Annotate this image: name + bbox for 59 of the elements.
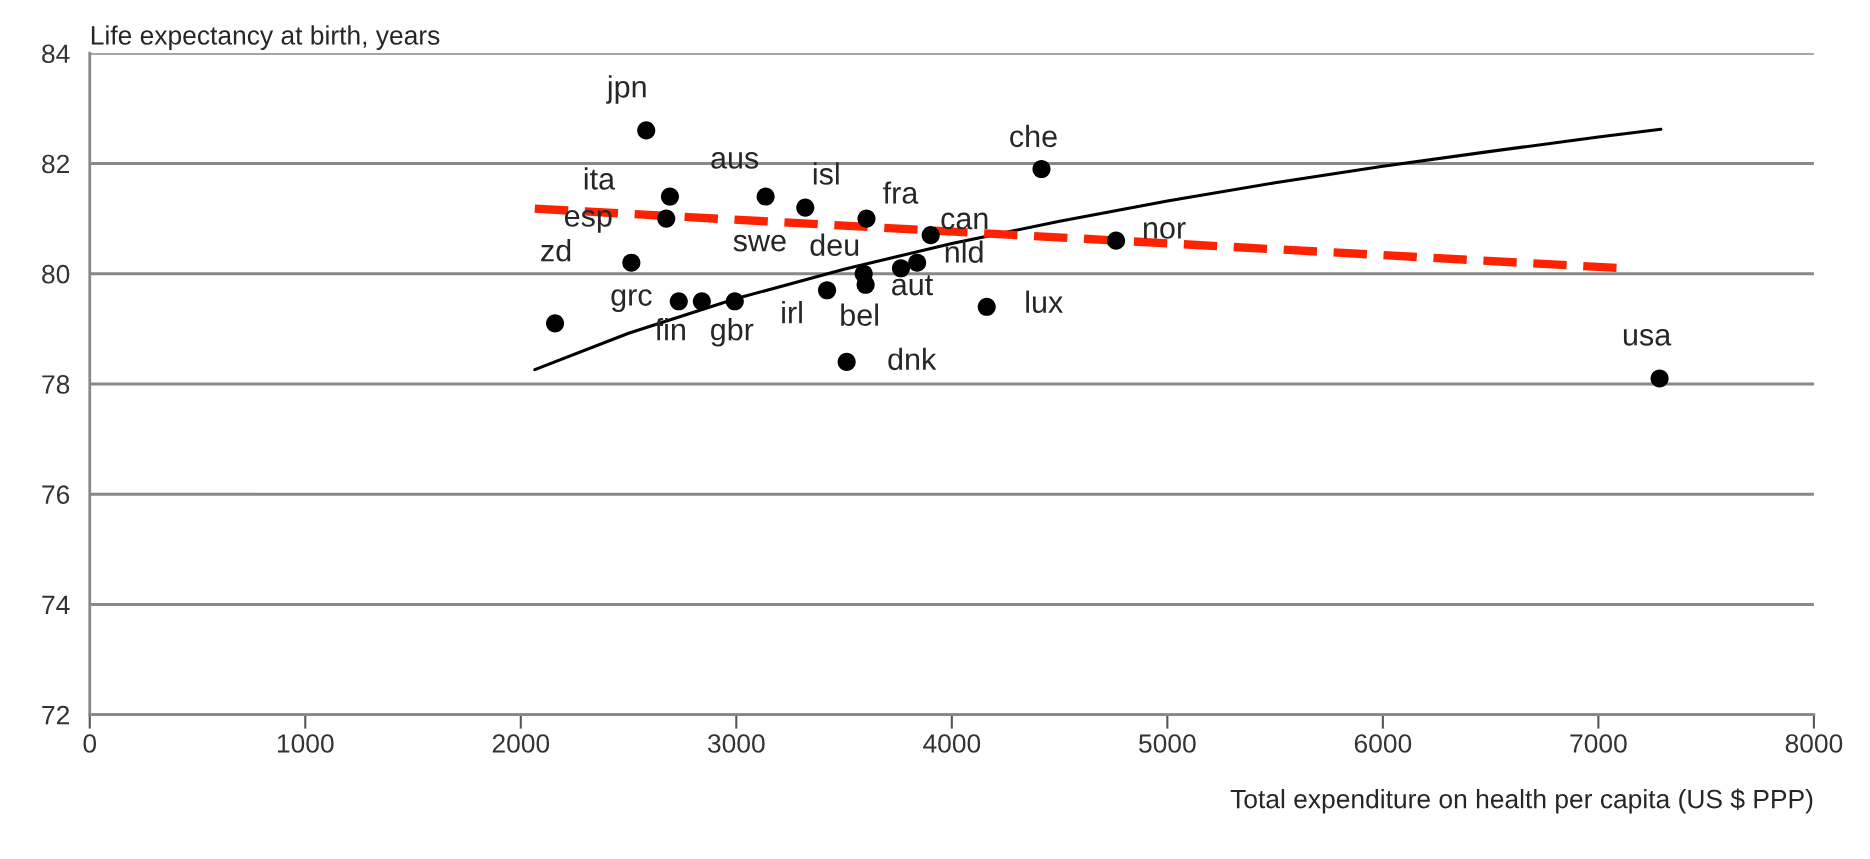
x-tick-label: 4000 — [923, 734, 981, 753]
point — [921, 226, 940, 245]
point — [857, 209, 876, 228]
annotation: fra — [883, 181, 919, 204]
point — [546, 314, 565, 333]
annotation: aut — [892, 275, 933, 296]
point — [692, 292, 711, 311]
point — [1650, 369, 1669, 388]
x-tick-label: 3000 — [707, 734, 765, 753]
annotation: che — [1010, 124, 1057, 148]
x-tick-label: 0 — [83, 734, 97, 753]
point — [622, 253, 641, 272]
point — [669, 292, 688, 311]
annotation: swe — [733, 234, 786, 252]
annotation: nor — [1144, 222, 1186, 239]
annotation: gbr — [711, 318, 754, 347]
annotation: bel — [841, 303, 878, 326]
annotation: isl — [813, 162, 839, 185]
point — [1032, 159, 1051, 179]
x-tick-label: 8000 — [1785, 734, 1843, 753]
y-tick-label: 76 — [42, 485, 70, 505]
annotation: grc — [611, 289, 652, 312]
annotation: esp — [564, 210, 612, 233]
point — [977, 297, 996, 316]
y-tick-label: 72 — [42, 705, 69, 725]
point — [725, 292, 744, 311]
point — [796, 198, 815, 217]
x-tick-label: 2000 — [492, 734, 550, 753]
x-tick-label: 7000 — [1570, 734, 1627, 753]
point — [637, 121, 656, 140]
annotation: zd — [541, 239, 571, 262]
annotation: irl — [782, 301, 802, 324]
point — [817, 281, 837, 300]
x-tick-label: 5000 — [1139, 734, 1196, 753]
annotation: nld — [945, 240, 983, 263]
y-axis-title: Life expectancy at birth, years — [91, 25, 440, 50]
x-tick-label: 6000 — [1354, 734, 1412, 753]
y-tick-label: 84 — [42, 44, 70, 64]
point — [657, 209, 676, 228]
point — [660, 187, 679, 206]
annotation: jpn — [606, 75, 646, 104]
annotation: usa — [1623, 328, 1672, 346]
point — [908, 253, 927, 272]
x-tick-label: 1000 — [277, 734, 334, 753]
y-tick-label: 82 — [42, 154, 69, 174]
annotation: lux — [1026, 290, 1063, 314]
x-axis-title: Total expenditure on health per capita (US $ PPP) — [1230, 788, 1813, 814]
annotation: deu — [810, 233, 859, 256]
point — [1107, 231, 1126, 250]
y-tick-label: 78 — [42, 375, 70, 394]
annotation: fin — [655, 318, 685, 341]
point — [837, 352, 856, 371]
annotation: dnk — [888, 347, 937, 371]
y-tick-label: 74 — [42, 595, 70, 615]
y-tick-label: 80 — [42, 264, 70, 284]
annotation: can — [941, 212, 988, 230]
annotation: ita — [584, 167, 616, 190]
point — [756, 187, 775, 206]
annotation: aus — [711, 152, 759, 169]
